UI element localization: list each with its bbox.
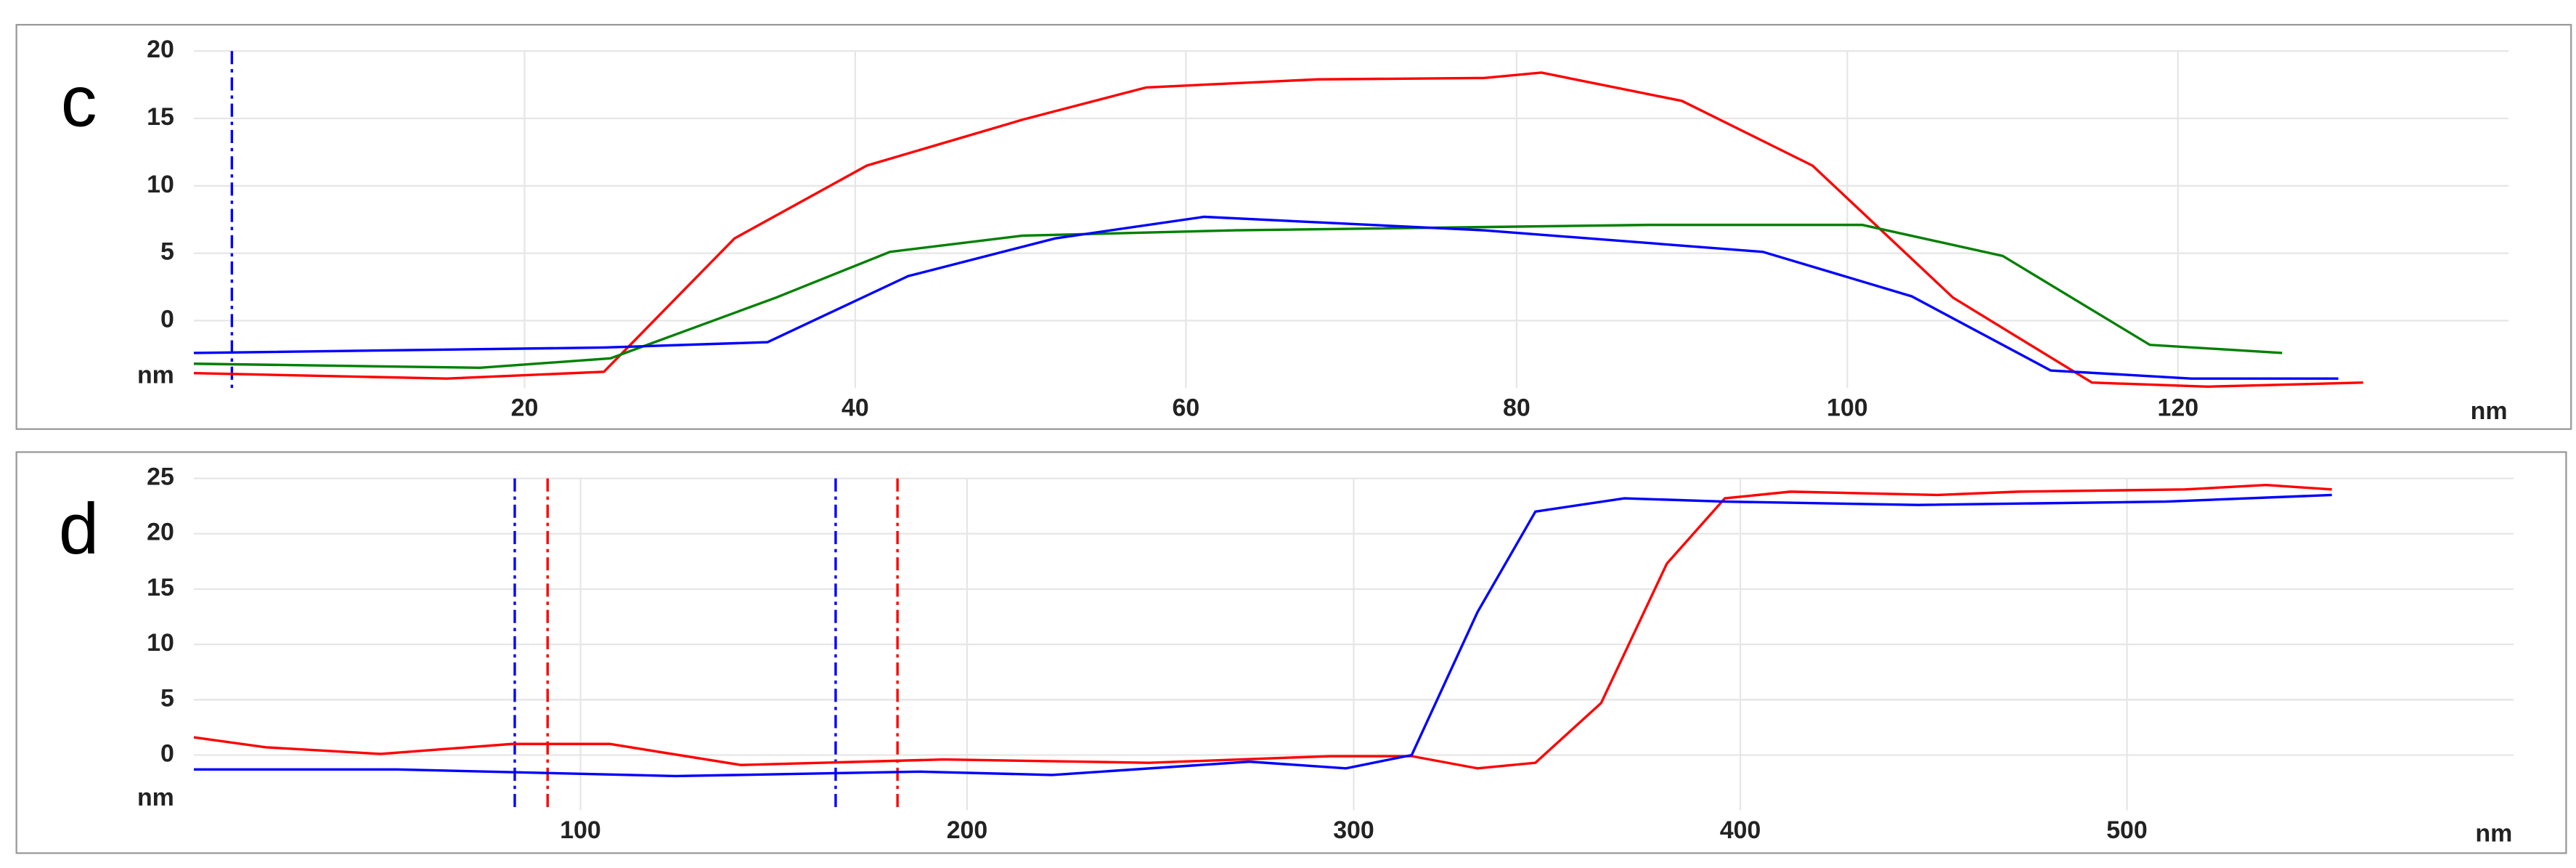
x-tick-label: 200 <box>947 816 988 844</box>
x-tick-label: 20 <box>511 394 539 422</box>
y-tick-label: 15 <box>147 574 174 601</box>
y-axis-label: nm <box>137 784 174 811</box>
y-tick-label: 15 <box>147 103 174 131</box>
y-tick-label: 10 <box>147 629 174 657</box>
panel-frame <box>15 23 2572 430</box>
y-tick-label: 20 <box>147 36 174 63</box>
data-line <box>193 215 2339 380</box>
y-tick-label: 20 <box>147 519 174 546</box>
data-line <box>193 71 2363 388</box>
panel-label: d <box>59 489 99 569</box>
data-line <box>193 223 2283 370</box>
x-tick-label: 120 <box>2157 394 2198 422</box>
y-tick-label: 5 <box>160 684 174 712</box>
y-tick-label: 10 <box>147 171 174 198</box>
x-axis-label: nm <box>2471 397 2508 425</box>
panel-label: c <box>61 62 97 142</box>
plot-area <box>194 51 2509 389</box>
x-tick-label: 40 <box>841 394 869 422</box>
x-tick-label: 400 <box>1720 816 1761 844</box>
x-tick-label: 80 <box>1503 394 1530 422</box>
y-tick-label: 0 <box>160 305 174 333</box>
data-line <box>193 484 2332 770</box>
y-axis-label: nm <box>137 361 174 389</box>
x-tick-label: 300 <box>1333 816 1374 844</box>
y-tick-label: 0 <box>160 739 174 767</box>
x-axis-label: nm <box>2475 820 2512 848</box>
x-tick-label: 100 <box>1827 394 1868 422</box>
x-tick-label: 60 <box>1173 394 1200 422</box>
x-tick-label: 100 <box>560 816 601 844</box>
y-tick-label: 25 <box>147 463 174 491</box>
data-line <box>194 493 2332 778</box>
x-tick-label: 500 <box>2106 816 2148 844</box>
y-tick-label: 5 <box>160 238 174 266</box>
panel-frame <box>15 451 2567 854</box>
